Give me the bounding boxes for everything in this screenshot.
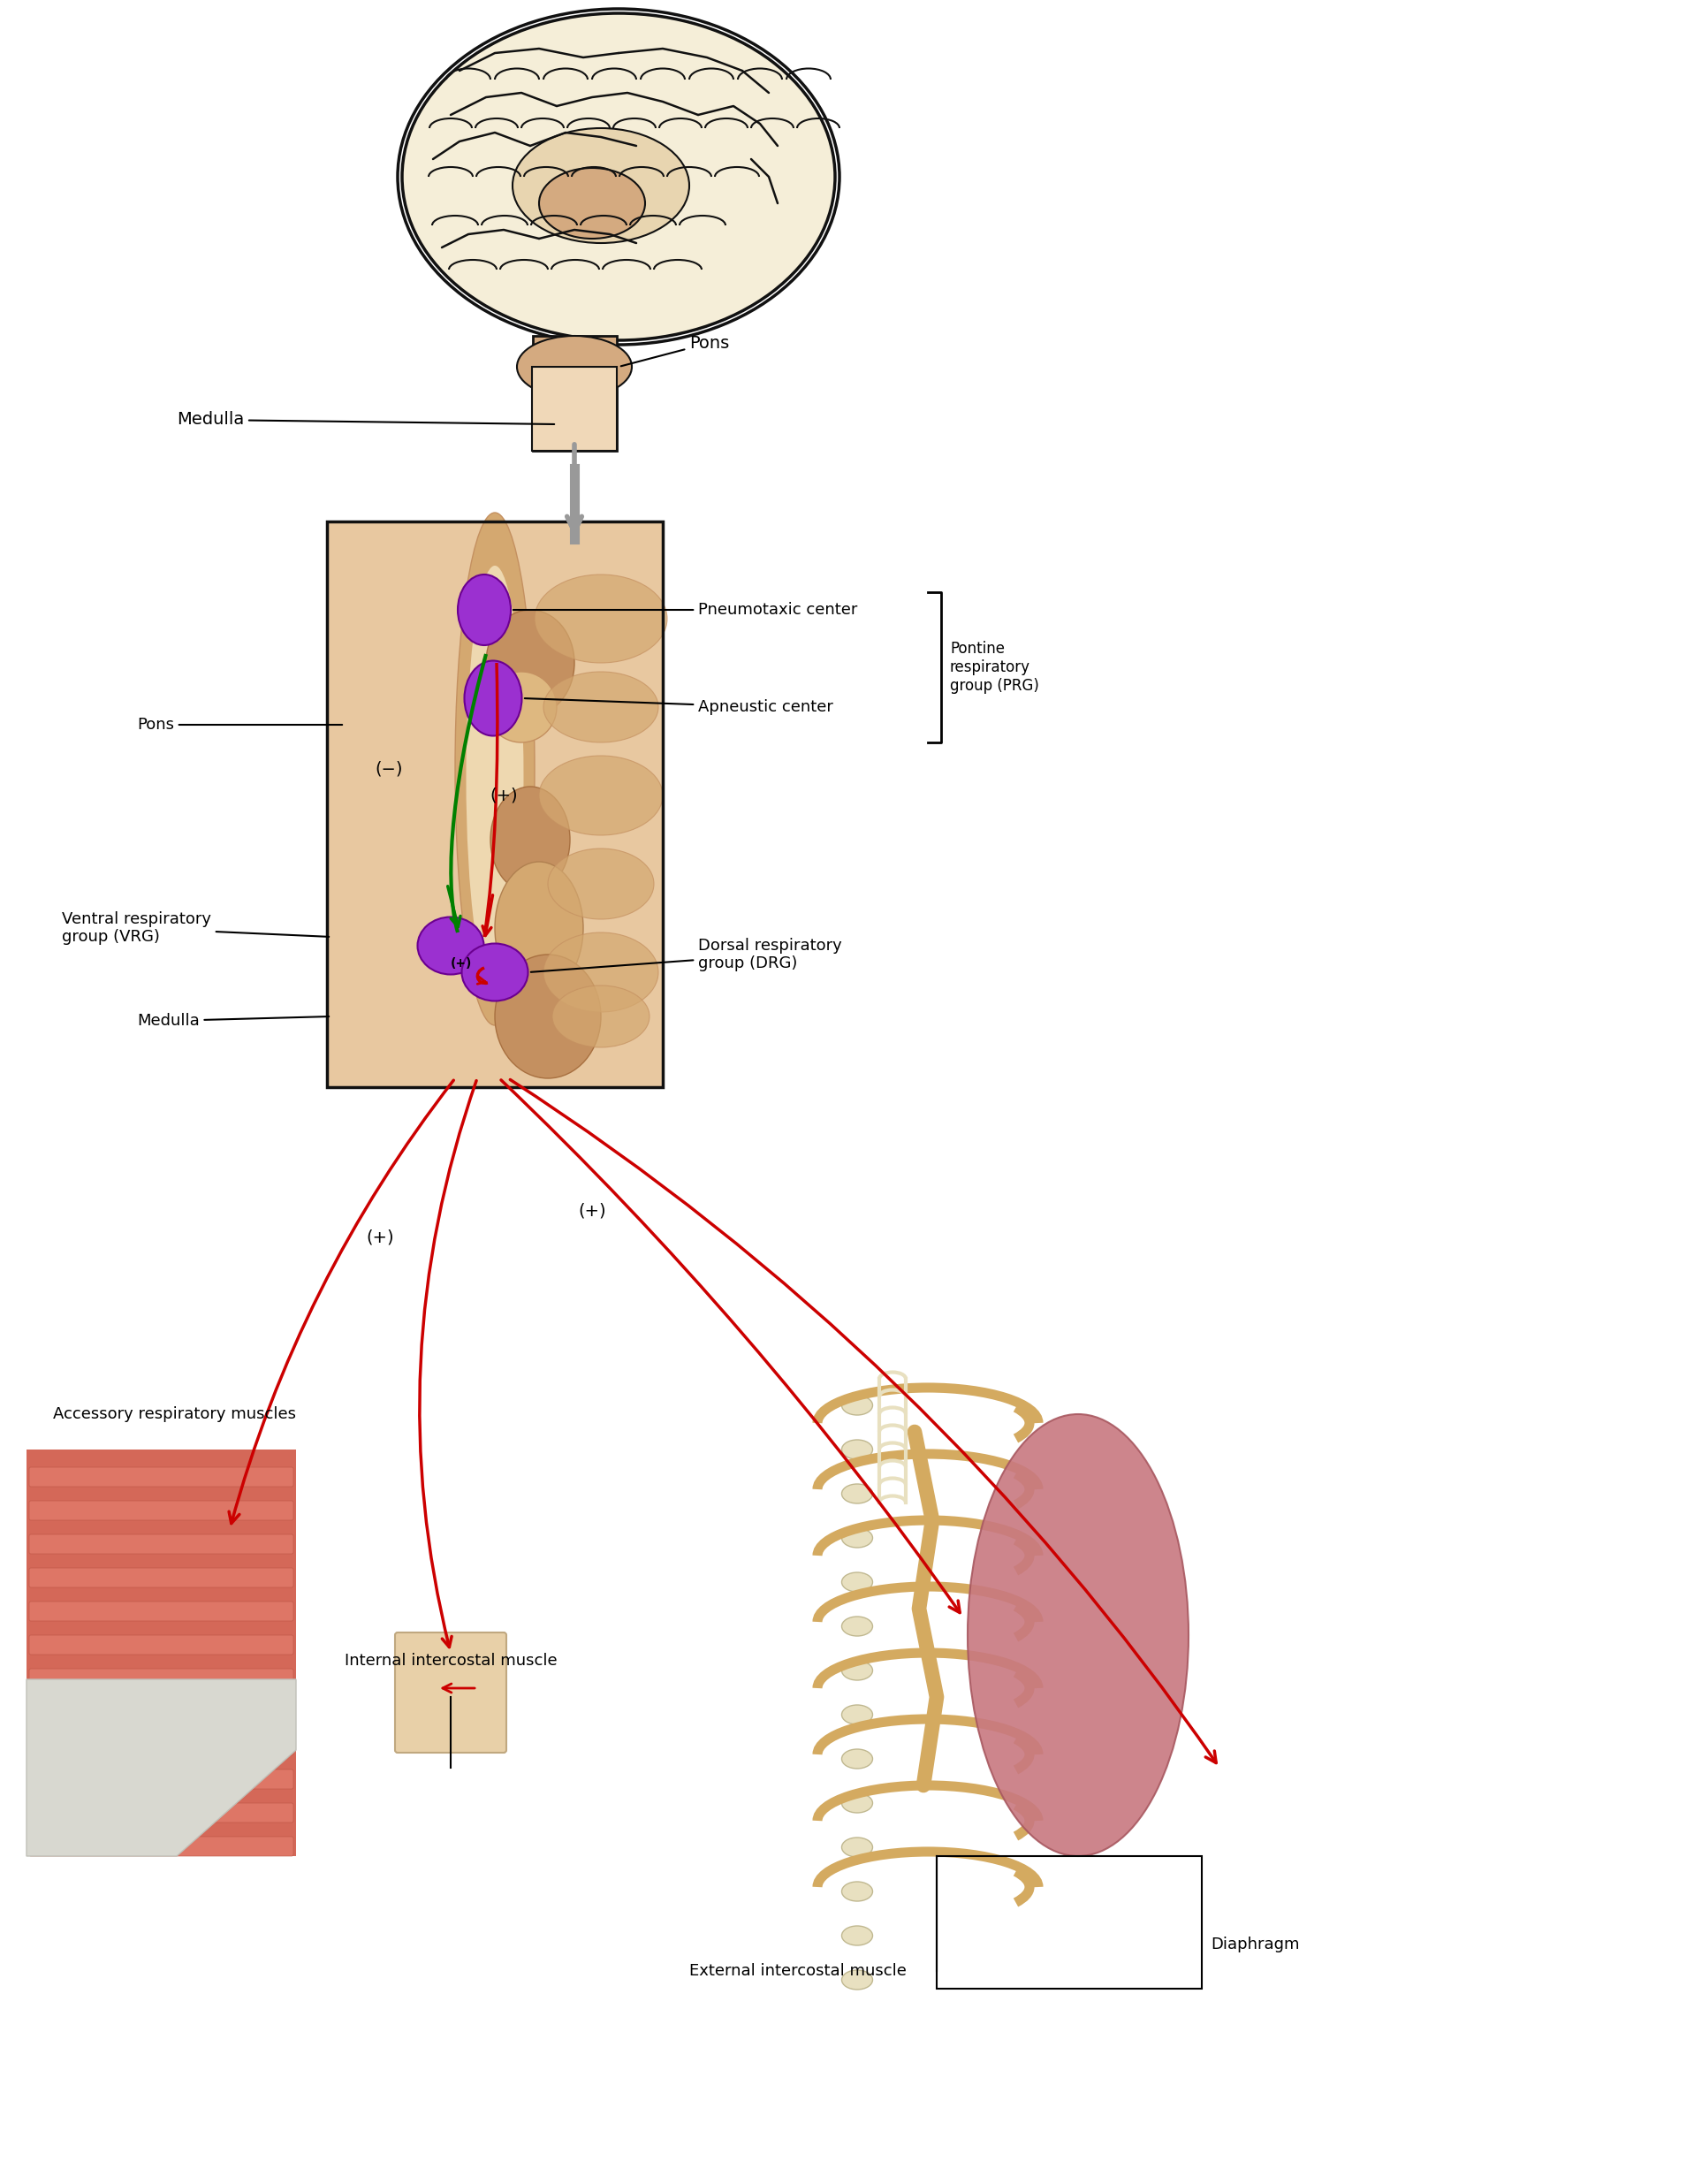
Ellipse shape (486, 673, 557, 743)
Ellipse shape (842, 1926, 872, 1946)
Ellipse shape (842, 1483, 872, 1503)
Bar (27, 1450, 296, 1856)
Ellipse shape (842, 1749, 872, 1769)
Ellipse shape (539, 168, 645, 238)
Text: (+): (+) (366, 1230, 395, 1245)
FancyBboxPatch shape (29, 1636, 293, 1655)
Ellipse shape (417, 917, 484, 974)
Ellipse shape (967, 1415, 1189, 1856)
FancyBboxPatch shape (29, 1500, 293, 1520)
FancyBboxPatch shape (29, 1568, 293, 1588)
Text: (−): (−) (374, 760, 403, 778)
Ellipse shape (486, 609, 574, 716)
Ellipse shape (842, 1660, 872, 1679)
Text: (+): (+) (451, 957, 473, 970)
Ellipse shape (466, 566, 523, 989)
Ellipse shape (401, 13, 835, 341)
Text: Medulla: Medulla (137, 1013, 329, 1029)
Text: Pons: Pons (622, 334, 728, 367)
Ellipse shape (544, 673, 659, 743)
FancyBboxPatch shape (29, 1769, 293, 1789)
FancyBboxPatch shape (29, 1837, 293, 1856)
Ellipse shape (842, 1883, 872, 1900)
Ellipse shape (547, 850, 654, 919)
FancyBboxPatch shape (29, 1601, 293, 1621)
Text: Dorsal respiratory
group (DRG): Dorsal respiratory group (DRG) (530, 937, 842, 972)
Ellipse shape (491, 786, 569, 893)
Text: Diaphragm: Diaphragm (1211, 1937, 1299, 1952)
Ellipse shape (456, 513, 535, 1024)
Ellipse shape (842, 1616, 872, 1636)
FancyBboxPatch shape (29, 1701, 293, 1721)
Ellipse shape (462, 943, 529, 1000)
Ellipse shape (842, 1439, 872, 1459)
Ellipse shape (842, 1572, 872, 1592)
Ellipse shape (495, 863, 583, 994)
Text: Apneustic center: Apneustic center (525, 699, 833, 714)
Text: Ventral respiratory
group (VRG): Ventral respiratory group (VRG) (63, 911, 329, 946)
Bar (327, 522, 662, 1088)
FancyBboxPatch shape (29, 1804, 293, 1821)
Ellipse shape (495, 954, 601, 1079)
Ellipse shape (464, 662, 522, 736)
Text: Pontine
respiratory
group (PRG): Pontine respiratory group (PRG) (950, 640, 1038, 695)
Bar (412, 1671, 491, 1723)
Ellipse shape (535, 574, 667, 664)
Text: Accessory respiratory muscles: Accessory respiratory muscles (53, 1406, 296, 1422)
FancyBboxPatch shape (532, 336, 617, 450)
FancyBboxPatch shape (395, 1631, 507, 1754)
Ellipse shape (842, 1837, 872, 1856)
Bar (937, 1856, 1201, 1990)
FancyBboxPatch shape (29, 1669, 293, 1688)
Text: (+): (+) (490, 786, 518, 804)
FancyBboxPatch shape (29, 1535, 293, 1553)
Text: External intercostal muscle: External intercostal muscle (689, 1963, 906, 1979)
Text: Pneumotaxic center: Pneumotaxic center (513, 603, 857, 618)
Ellipse shape (544, 933, 659, 1011)
Ellipse shape (552, 985, 649, 1048)
Ellipse shape (842, 1396, 872, 1415)
Text: Internal intercostal muscle: Internal intercostal muscle (344, 1653, 557, 1669)
Ellipse shape (842, 1706, 872, 1725)
FancyBboxPatch shape (29, 1736, 293, 1756)
Polygon shape (27, 1679, 296, 1856)
FancyBboxPatch shape (532, 367, 617, 450)
Text: Pons: Pons (137, 716, 342, 732)
Text: (+): (+) (578, 1203, 606, 1219)
Ellipse shape (842, 1970, 872, 1990)
Bar (734, 1378, 1193, 1990)
Ellipse shape (513, 129, 689, 242)
Ellipse shape (517, 336, 632, 397)
Ellipse shape (539, 756, 662, 834)
FancyBboxPatch shape (29, 1468, 293, 1487)
Text: Medulla: Medulla (176, 411, 554, 428)
Ellipse shape (457, 574, 512, 644)
Ellipse shape (842, 1793, 872, 1813)
Ellipse shape (842, 1529, 872, 1548)
Bar (327, 522, 662, 1088)
